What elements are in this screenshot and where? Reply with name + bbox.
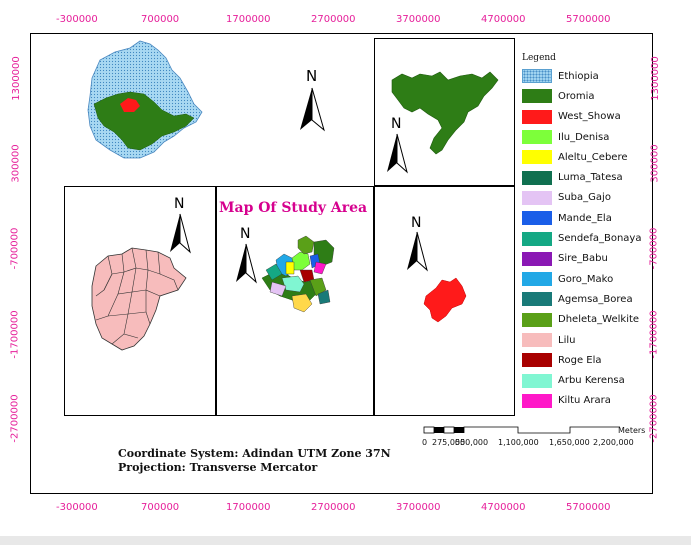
legend-label: Aleltu_Cebere [558, 151, 628, 163]
legend-label: Mande_Ela [558, 212, 612, 224]
legend-swatch [522, 231, 552, 246]
legend-label: Kiltu Arara [558, 395, 611, 407]
legend-label: Sire_Babu [558, 253, 608, 265]
north-arrow-icon [170, 213, 191, 254]
lilu-shape [91, 247, 187, 351]
legend-item: Roge Ela [522, 350, 650, 370]
legend-label: Suba_Gajo [558, 192, 611, 204]
legend-swatch [522, 393, 552, 408]
legend-swatch [522, 292, 552, 307]
x-tick-top: 700000 [141, 14, 180, 25]
north-label: N [411, 215, 422, 231]
oromia-large-shape [391, 71, 499, 155]
legend-item: Goro_Mako [522, 269, 650, 289]
x-tick-top: 3700000 [396, 14, 441, 25]
north-arrow-icon [236, 243, 257, 284]
x-tick-bottom: 5700000 [566, 502, 611, 513]
legend-item: Sire_Babu [522, 249, 650, 269]
coordinate-system: Coordinate System: Adindan UTM Zone 37N [118, 447, 391, 460]
x-tick-bottom: 3700000 [396, 502, 441, 513]
map-title: Map Of Study Area [219, 200, 368, 216]
legend-swatch [522, 150, 552, 165]
x-tick-top: 2700000 [311, 14, 356, 25]
x-tick-bottom: 1700000 [226, 502, 271, 513]
x-tick-bottom: 4700000 [481, 502, 526, 513]
legend-label: Dheleta_Welkite [558, 314, 640, 326]
north-arrow-icon [387, 133, 408, 174]
legend-item: Ethiopia [522, 66, 650, 86]
west-showa-large-shape [423, 277, 467, 323]
x-tick-top: 5700000 [566, 14, 611, 25]
coordinate-info: Coordinate System: Adindan UTM Zone 37N … [118, 447, 391, 475]
legend-label: Sendefa_Bonaya [558, 233, 642, 245]
legend-item: Suba_Gajo [522, 188, 650, 208]
scale-label: 0 [422, 438, 428, 447]
legend-swatch [522, 89, 552, 104]
legend-label: Lilu [558, 334, 576, 346]
legend-swatch [522, 69, 552, 84]
scale-label: 1,100,000 [498, 438, 539, 447]
legend-item: Ilu_Denisa [522, 127, 650, 147]
legend-label: Goro_Mako [558, 273, 614, 285]
x-tick-bottom: 2700000 [311, 502, 356, 513]
legend-item: Dheleta_Welkite [522, 310, 650, 330]
legend-item: Agemsa_Borea [522, 289, 650, 309]
legend-item: Luma_Tatesa [522, 167, 650, 187]
legend-label: West_Showa [558, 111, 621, 123]
legend-swatch [522, 333, 552, 347]
north-label: N [391, 116, 402, 132]
x-tick-top: -300000 [56, 14, 98, 25]
projection: Projection: Transverse Mercator [118, 461, 318, 474]
legend-item: Arbu Kerensa [522, 370, 650, 390]
bottom-strip [0, 536, 691, 545]
scale-label: 275,000 [432, 438, 466, 447]
legend-swatch [522, 353, 552, 368]
scale-label: 550,000 [455, 438, 489, 447]
legend-item: Kiltu Arara [522, 391, 650, 411]
legend-swatch [522, 170, 552, 185]
oromia-shape [93, 91, 195, 151]
legend-item: West_Showa [522, 107, 650, 127]
legend-item: Sendefa_Bonaya [522, 228, 650, 248]
legend-swatch [522, 251, 552, 266]
north-arrow-icon [407, 231, 428, 272]
x-tick-bottom: 700000 [141, 502, 180, 513]
x-tick-bottom: -300000 [56, 502, 98, 513]
legend-label: Arbu Kerensa [558, 375, 625, 387]
scale-bar: Meters 0 275,000 550,000 1,100,000 1,650… [420, 422, 645, 452]
legend-swatch [522, 272, 552, 287]
legend-label: Luma_Tatesa [558, 172, 623, 184]
scale-label: 1,650,000 [549, 438, 590, 447]
north-label: N [174, 196, 185, 212]
north-label: N [306, 67, 318, 85]
legend-item: Mande_Ela [522, 208, 650, 228]
north-arrow-icon [300, 87, 325, 132]
north-label: N [240, 226, 251, 242]
legend-item: Oromia [522, 86, 650, 106]
legend: Legend Ethiopia Oromia West_Showa Ilu_Denis… [522, 53, 650, 411]
x-tick-top: 1700000 [226, 14, 271, 25]
legend-label: Oromia [558, 90, 595, 102]
legend-label: Ethiopia [558, 70, 599, 82]
x-tick-top: 4700000 [481, 14, 526, 25]
legend-label: Ilu_Denisa [558, 131, 610, 143]
legend-swatch [522, 312, 552, 327]
legend-swatch [522, 211, 552, 226]
legend-swatch [522, 373, 552, 388]
legend-item: Aleltu_Cebere [522, 147, 650, 167]
scale-unit: Meters [618, 426, 646, 435]
scale-label: 2,200,000 [593, 438, 634, 447]
legend-swatch [522, 190, 552, 205]
legend-item: Lilu [522, 330, 650, 350]
legend-label: Roge Ela [558, 354, 602, 366]
west-showa-shape [120, 98, 140, 112]
legend-title: Legend [522, 53, 556, 63]
legend-swatch [522, 109, 552, 124]
legend-label: Agemsa_Borea [558, 293, 633, 305]
legend-swatch [522, 130, 552, 145]
